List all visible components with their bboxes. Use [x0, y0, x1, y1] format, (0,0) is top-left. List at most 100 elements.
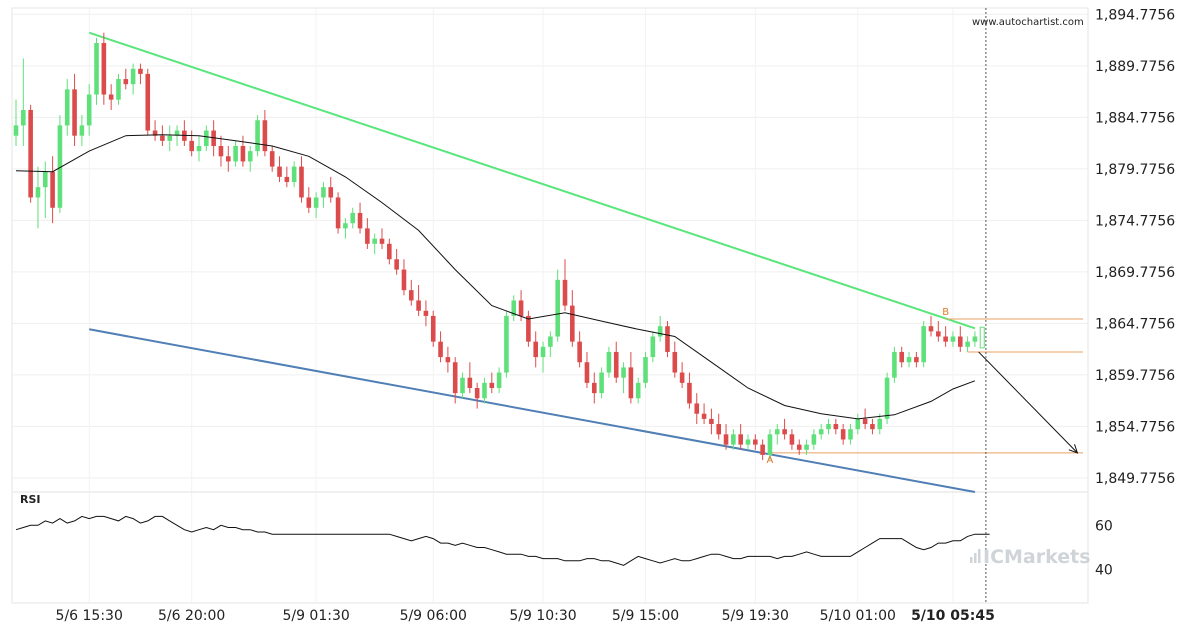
- candle-body: [28, 109, 33, 198]
- lower-trendline: [89, 328, 976, 493]
- candle-body: [306, 197, 312, 208]
- rsi-tick-label: 40: [1095, 563, 1113, 579]
- candle-body: [145, 73, 151, 131]
- candle-body: [108, 94, 114, 100]
- candle-body: [862, 418, 868, 425]
- candle-body: [86, 94, 92, 126]
- candle-body: [35, 187, 41, 198]
- candle-body: [533, 341, 539, 358]
- candle-body: [482, 382, 487, 399]
- candle-body: [972, 336, 978, 342]
- candle-body: [394, 259, 399, 270]
- candle-body: [731, 434, 736, 445]
- candle-body: [467, 377, 473, 388]
- candle-body: [789, 434, 795, 445]
- point-label-a: A: [767, 455, 774, 466]
- candle-body: [928, 326, 934, 332]
- candle-body: [848, 429, 853, 440]
- candle-body: [445, 357, 451, 363]
- brand-bars-icon: [970, 549, 981, 563]
- candle-body: [423, 310, 429, 316]
- candle-body: [570, 305, 575, 342]
- candle-body: [460, 377, 465, 394]
- ma-line: [15, 134, 976, 420]
- candle-body: [416, 300, 421, 311]
- candle-body: [687, 382, 692, 404]
- candle-body: [950, 336, 956, 342]
- candle-body: [884, 377, 890, 419]
- y-tick-label: 1,894.7756: [1095, 7, 1175, 23]
- candle-body: [650, 336, 656, 358]
- candle-body: [818, 429, 824, 435]
- candle-body: [79, 125, 85, 136]
- rsi-line: [15, 515, 990, 566]
- candle-body: [365, 228, 370, 244]
- candle-body: [291, 166, 297, 183]
- candle-body: [540, 346, 546, 358]
- x-tick-label: 5/6 20:00: [158, 608, 225, 624]
- x-tick-label: 5/9 19:30: [722, 608, 789, 624]
- candle-body: [504, 315, 509, 373]
- candle-body: [474, 387, 480, 399]
- candle-body: [387, 243, 392, 260]
- forecast-arrow-head: [1068, 444, 1079, 454]
- candle-body: [555, 279, 560, 337]
- candle-body: [225, 156, 231, 162]
- candle-body: [679, 372, 685, 383]
- live-candle: [979, 326, 985, 349]
- candle-body: [753, 439, 758, 445]
- y-tick-label: 1,859.7756: [1095, 368, 1175, 384]
- candle-body: [343, 223, 348, 229]
- candle-body: [438, 341, 443, 358]
- watermark-text: www.autochartist.com: [972, 17, 1084, 28]
- candle-body: [716, 424, 722, 435]
- candle-body: [174, 130, 180, 136]
- brand-logo: ICMarkets: [970, 546, 1091, 568]
- candle-body: [247, 151, 253, 162]
- annotations: AB: [767, 8, 1079, 603]
- candle-body: [233, 145, 238, 162]
- brand-bar: [970, 557, 973, 563]
- candle-body: [299, 166, 304, 198]
- grid: [12, 8, 1088, 603]
- x-tick-label: 5/6 15:30: [56, 608, 123, 624]
- candle-body: [562, 279, 568, 306]
- candle-body: [723, 434, 729, 445]
- candle-body: [548, 336, 553, 347]
- x-tick-label: 5/9 15:00: [612, 608, 679, 624]
- candle-body: [577, 341, 582, 363]
- candle-body: [906, 357, 912, 363]
- brand-bar: [974, 553, 977, 563]
- candle-body: [372, 238, 377, 244]
- y-tick-label: 1,884.7756: [1095, 110, 1175, 126]
- candle-body: [738, 434, 743, 445]
- candle-body: [335, 197, 341, 229]
- candle-body: [50, 171, 55, 208]
- candle-body: [42, 171, 48, 188]
- candle-body: [313, 197, 319, 208]
- forecast-arrow-line: [978, 351, 1078, 454]
- candle-body: [452, 362, 458, 394]
- y-tick-label: 1,854.7756: [1095, 419, 1175, 435]
- candle-body: [160, 135, 165, 141]
- candle-body: [599, 372, 604, 394]
- y-tick-label: 1,849.7756: [1095, 471, 1175, 487]
- trendlines: [88, 31, 976, 493]
- candle-body: [240, 145, 246, 162]
- candle-body: [72, 89, 77, 136]
- candle-body: [591, 382, 597, 394]
- candlesticks: [13, 32, 985, 461]
- x-tick-label: 5/10 05:45: [911, 608, 995, 624]
- horizontal-levels: [769, 318, 1083, 454]
- candle-body: [489, 382, 495, 388]
- candle-body: [116, 79, 121, 100]
- candle-body: [123, 79, 129, 85]
- y-tick-label: 1,889.7756: [1095, 59, 1175, 75]
- candle-body: [877, 418, 883, 430]
- candle-body: [665, 326, 670, 352]
- candle-body: [430, 315, 436, 342]
- candle-body: [826, 424, 831, 430]
- rsi-tick-label: 60: [1095, 518, 1113, 534]
- upper-trendline: [88, 31, 976, 330]
